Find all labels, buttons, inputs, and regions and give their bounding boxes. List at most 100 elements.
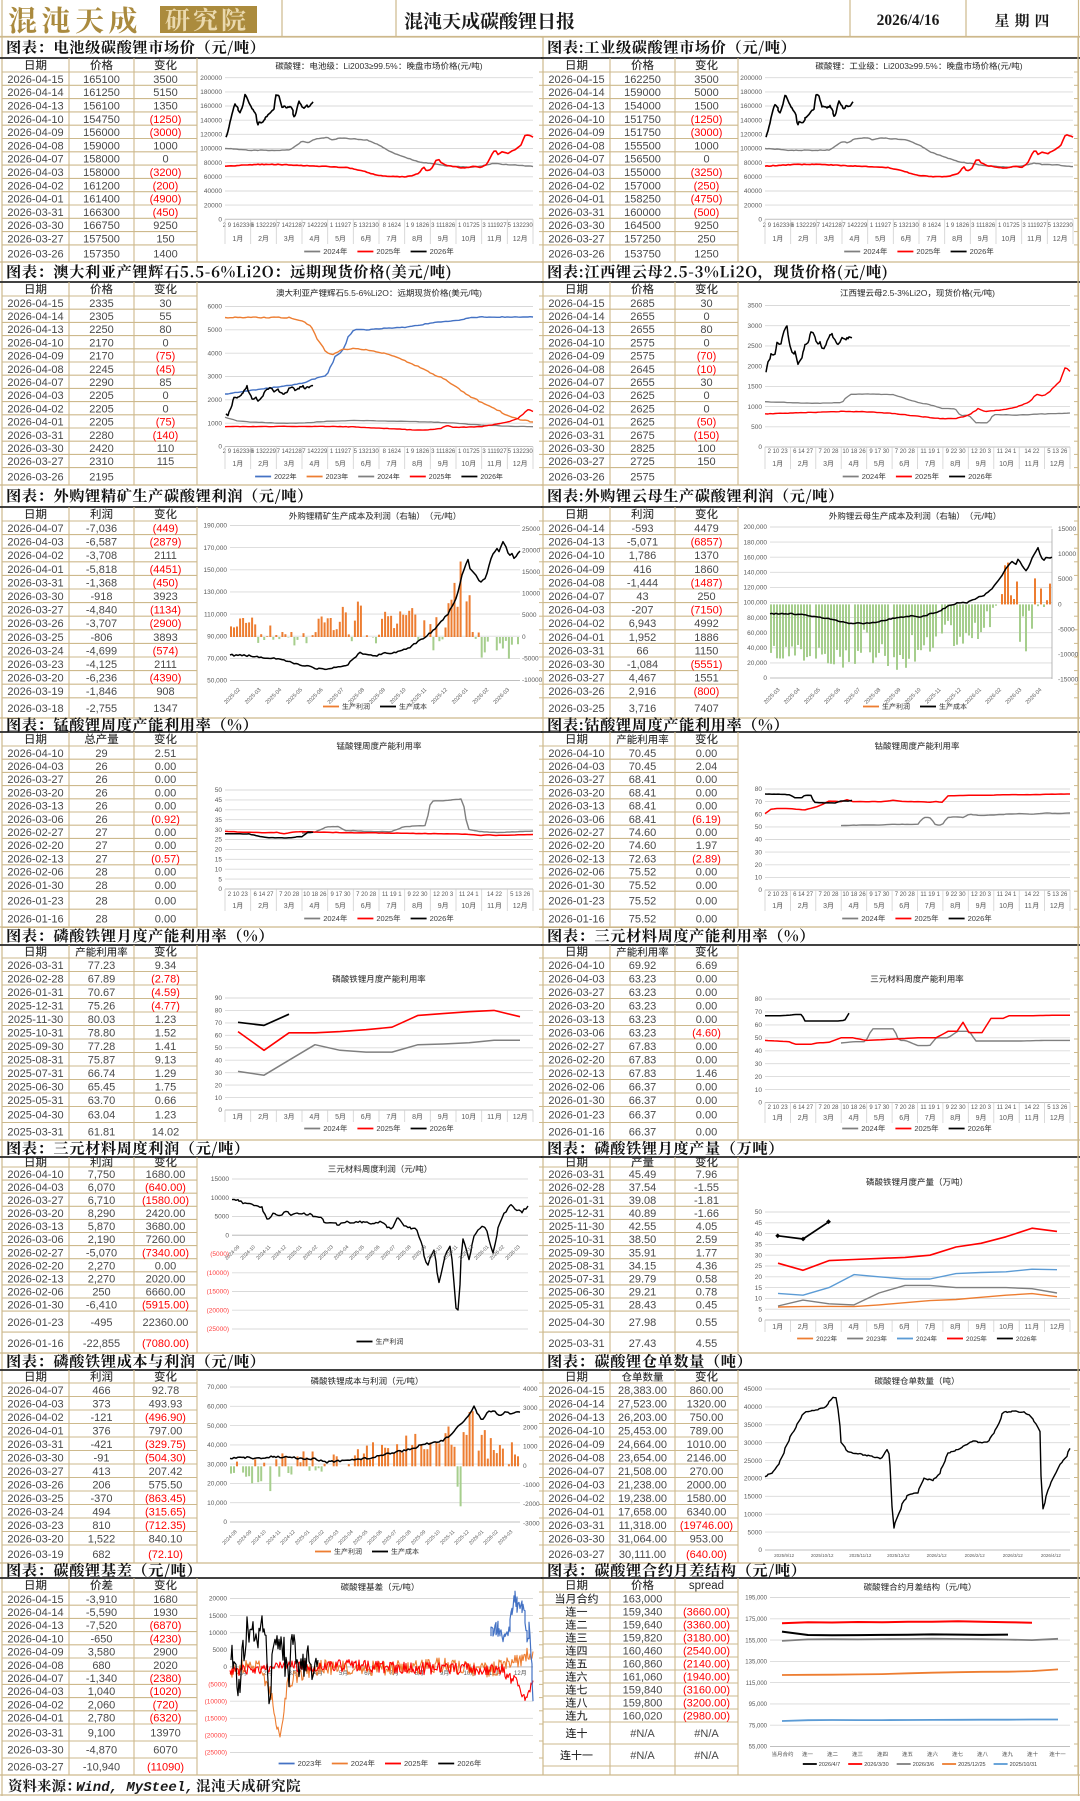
svg-text:10000: 10000 [211,1195,229,1202]
svg-text:1886: 1886 [694,632,718,644]
svg-text:-1.66: -1.66 [694,1208,719,1220]
svg-text:2026-04-10: 2026-04-10 [548,114,604,126]
svg-text:2026-03-13: 2026-03-13 [548,1014,604,1026]
svg-text:161,060: 161,060 [623,1672,663,1684]
svg-text:0.00: 0.00 [696,895,717,907]
svg-text:(2540.00): (2540.00) [683,1646,730,1658]
svg-text:140000: 140000 [740,117,762,124]
svg-text:20,000: 20,000 [747,660,767,667]
svg-text:40: 40 [215,807,223,814]
svg-text:2026-04-13: 2026-04-13 [548,101,604,113]
svg-text:2: 2 [798,1115,802,1122]
svg-text:40000: 40000 [744,188,762,195]
svg-text:3000: 3000 [748,323,763,330]
svg-text:2.59: 2.59 [696,1234,717,1246]
svg-text:1.23: 1.23 [155,1110,176,1122]
svg-text:2026-01-31: 2026-01-31 [548,1195,604,1207]
svg-text:207.42: 207.42 [149,1466,183,1478]
svg-text:2026-04-03: 2026-04-03 [7,1399,63,1411]
svg-text:11: 11 [487,1114,494,1121]
svg-text:2026-03-31: 2026-03-31 [7,1728,63,1740]
svg-text:156500: 156500 [624,154,661,166]
svg-text:21,238.00: 21,238.00 [618,1480,667,1492]
svg-text:2026-04-14: 2026-04-14 [7,87,63,99]
svg-text:-806: -806 [90,632,112,644]
svg-text:80: 80 [755,786,763,793]
svg-text:(712.35): (712.35) [145,1520,186,1532]
svg-text:0.45: 0.45 [696,1300,717,1312]
svg-text:45.49: 45.49 [629,1169,657,1181]
svg-text:1551: 1551 [694,673,718,685]
svg-text:14 22: 14 22 [1024,449,1040,455]
svg-text:63.70: 63.70 [88,1095,116,1107]
svg-text:2026-04-07: 2026-04-07 [7,523,63,535]
svg-text:9 22 30: 9 22 30 [946,892,967,898]
svg-text:2,190: 2,190 [88,1234,116,1246]
svg-text:2026-04-10: 2026-04-10 [548,748,604,760]
svg-text:0: 0 [162,390,168,402]
svg-text:2420.00: 2420.00 [146,1208,186,1220]
svg-text:8 1624: 8 1624 [923,223,942,229]
svg-text:(6.19): (6.19) [692,814,721,826]
svg-text:(75): (75) [156,351,176,363]
svg-text:80000: 80000 [744,160,762,167]
svg-text:67.83: 67.83 [629,1068,657,1080]
svg-text:34.15: 34.15 [629,1260,657,1272]
svg-text:3 111826: 3 111826 [971,223,996,229]
svg-text:2025: 2025 [404,1759,421,1768]
svg-text:6000: 6000 [208,304,223,311]
svg-text:-1,444: -1,444 [627,577,658,589]
svg-text:2420: 2420 [89,443,113,455]
svg-text:-3000: -3000 [523,1520,540,1527]
svg-text:25000: 25000 [522,526,540,533]
svg-text:60: 60 [215,1033,223,1040]
svg-text:0: 0 [703,403,709,415]
svg-text:2025-03-31: 2025-03-31 [548,1338,604,1350]
svg-text:680: 680 [92,1660,110,1672]
svg-text:2026-02-27: 2026-02-27 [7,827,63,839]
svg-text:7,750: 7,750 [88,1169,116,1181]
svg-text:4: 4 [309,461,313,468]
svg-text:0.66: 0.66 [155,1095,176,1107]
svg-text:6: 6 [361,236,365,243]
svg-text:0: 0 [703,311,709,323]
svg-text:2026-04-10: 2026-04-10 [548,337,604,349]
svg-text:11 19 1: 11 19 1 [920,1105,940,1111]
svg-text:Wind, MySteel,: Wind, MySteel, [76,1780,194,1796]
svg-text:0.00: 0.00 [155,801,176,813]
svg-text:66.37: 66.37 [629,1127,657,1139]
svg-text:29.79: 29.79 [629,1274,657,1286]
svg-text:40: 40 [755,1048,763,1055]
svg-text:-5,818: -5,818 [86,564,117,576]
svg-text:1350: 1350 [153,101,177,113]
svg-text:160,000: 160,000 [744,554,768,561]
svg-text:66.74: 66.74 [88,1068,116,1080]
svg-text:10: 10 [461,461,469,468]
svg-text:115: 115 [157,456,175,468]
svg-text:2026-03-31: 2026-03-31 [7,577,63,589]
svg-text:2026-03-26: 2026-03-26 [7,618,63,630]
svg-text:5 132130: 5 132130 [354,449,380,455]
svg-text:20: 20 [215,847,223,854]
svg-text:1400: 1400 [153,249,177,261]
svg-text:9: 9 [440,1671,444,1677]
svg-text:0: 0 [218,1107,222,1114]
svg-text:63.23: 63.23 [629,974,657,986]
svg-text:(4230): (4230) [150,1633,182,1645]
svg-text:30: 30 [700,377,712,389]
svg-text:29.21: 29.21 [629,1287,657,1299]
svg-text:35.91: 35.91 [629,1247,657,1259]
svg-text:2.04: 2.04 [696,761,717,773]
svg-text:2026-04-10: 2026-04-10 [7,748,63,760]
svg-text:9.13: 9.13 [155,1055,176,1067]
svg-text:2026-03-23: 2026-03-23 [7,659,63,671]
svg-text:-10000: -10000 [1058,652,1079,659]
svg-text:-5,070: -5,070 [86,1247,117,1259]
svg-text:Li2003≥99.5%: Li2003≥99.5% [883,61,938,71]
svg-text:40,000: 40,000 [207,1442,227,1449]
svg-text:-1,368: -1,368 [86,577,117,589]
svg-text:8: 8 [950,461,954,468]
svg-text:1 9 1826: 1 9 1826 [406,449,430,455]
svg-text:2026-04-02: 2026-04-02 [7,403,63,415]
svg-text:/: / [404,1376,407,1386]
